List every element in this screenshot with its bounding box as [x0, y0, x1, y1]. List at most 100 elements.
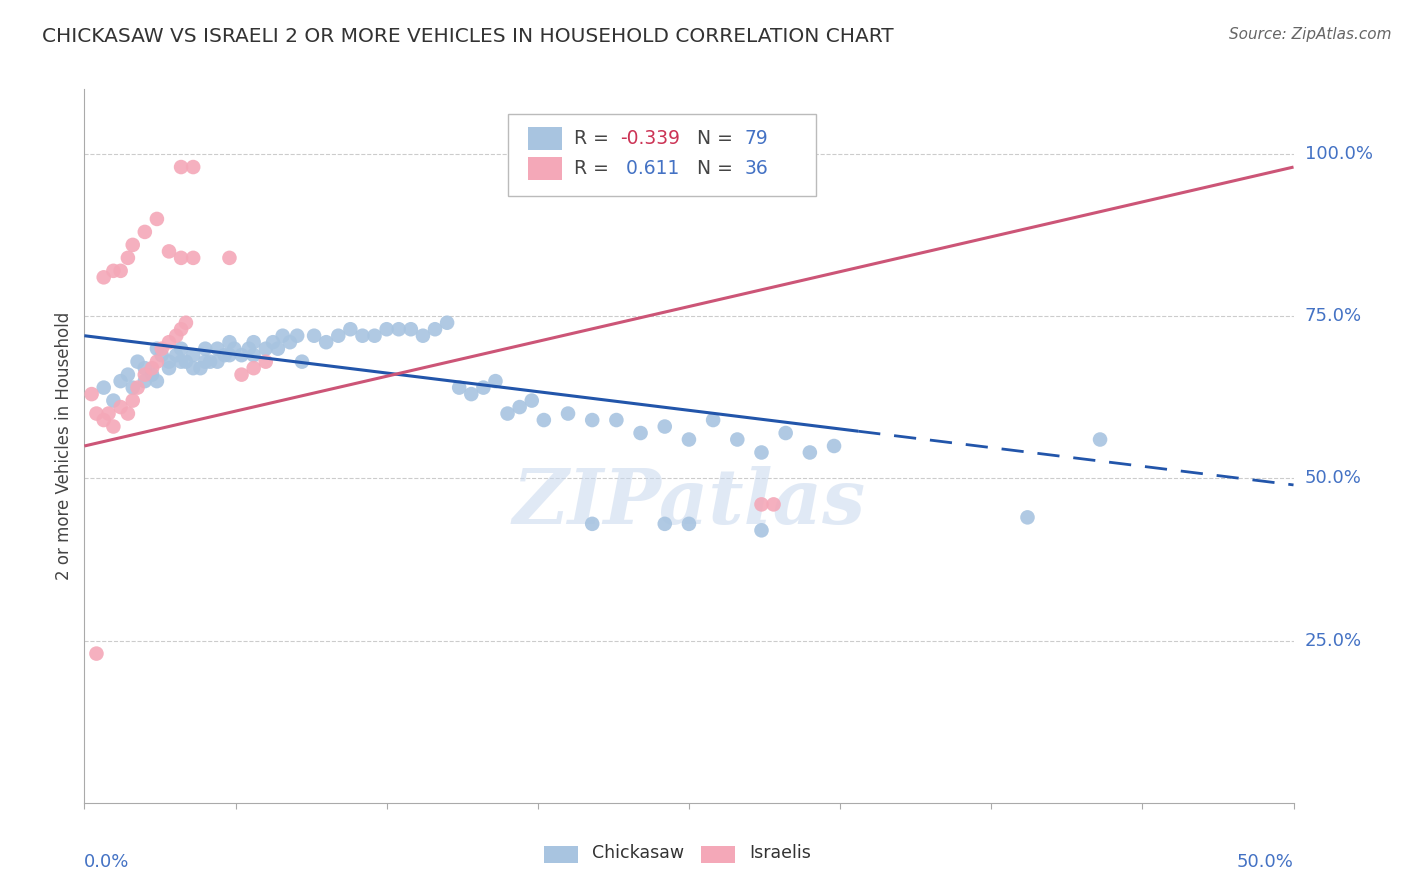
- Point: [799, 445, 821, 459]
- Bar: [529, 127, 562, 150]
- Point: [207, 354, 229, 368]
- Point: [278, 335, 301, 350]
- Point: [181, 348, 204, 362]
- Point: [170, 160, 193, 174]
- Point: [134, 225, 156, 239]
- Text: Israelis: Israelis: [749, 844, 811, 862]
- Point: [198, 354, 221, 368]
- Text: 0.611: 0.611: [620, 159, 679, 178]
- Point: [86, 647, 108, 661]
- Point: [262, 335, 284, 350]
- Point: [141, 361, 163, 376]
- Text: N =: N =: [697, 159, 740, 178]
- Point: [388, 322, 411, 336]
- Point: [224, 342, 246, 356]
- Text: 50.0%: 50.0%: [1305, 469, 1361, 487]
- Point: [509, 400, 531, 414]
- Point: [436, 316, 458, 330]
- Point: [472, 381, 495, 395]
- Point: [181, 160, 204, 174]
- Point: [165, 328, 187, 343]
- Point: [121, 381, 143, 395]
- Point: [363, 328, 385, 343]
- Point: [678, 433, 700, 447]
- Point: [315, 335, 337, 350]
- Point: [823, 439, 845, 453]
- Point: [121, 393, 143, 408]
- Point: [97, 407, 120, 421]
- Point: [375, 322, 398, 336]
- Point: [218, 335, 240, 350]
- Point: [181, 361, 204, 376]
- Point: [181, 251, 204, 265]
- Point: [121, 238, 143, 252]
- Point: [678, 516, 700, 531]
- Point: [134, 368, 156, 382]
- Point: [496, 407, 519, 421]
- Point: [80, 387, 103, 401]
- Point: [194, 354, 217, 368]
- Point: [190, 361, 212, 376]
- Point: [103, 419, 125, 434]
- Point: [775, 425, 797, 440]
- Point: [231, 368, 253, 382]
- Point: [449, 381, 471, 395]
- Point: [146, 374, 169, 388]
- Point: [170, 322, 193, 336]
- Point: [110, 400, 132, 414]
- Text: 25.0%: 25.0%: [1305, 632, 1362, 649]
- Point: [141, 368, 163, 382]
- Point: [751, 497, 773, 511]
- FancyBboxPatch shape: [508, 114, 815, 196]
- Point: [117, 368, 139, 382]
- Point: [86, 407, 108, 421]
- Point: [399, 322, 422, 336]
- Point: [134, 361, 156, 376]
- Point: [291, 354, 314, 368]
- Point: [484, 374, 506, 388]
- Point: [605, 413, 627, 427]
- Point: [214, 348, 236, 362]
- Text: 50.0%: 50.0%: [1237, 853, 1294, 871]
- Point: [242, 348, 264, 362]
- Point: [423, 322, 446, 336]
- Point: [207, 342, 229, 356]
- Point: [630, 425, 652, 440]
- Bar: [702, 846, 735, 863]
- Point: [352, 328, 374, 343]
- Point: [762, 497, 785, 511]
- Point: [1017, 510, 1039, 524]
- Point: [654, 419, 676, 434]
- Point: [157, 335, 180, 350]
- Point: [110, 264, 132, 278]
- Point: [170, 251, 193, 265]
- Point: [93, 413, 115, 427]
- Text: 75.0%: 75.0%: [1305, 307, 1362, 326]
- Point: [267, 342, 290, 356]
- Point: [174, 354, 197, 368]
- Text: ZIPatlas: ZIPatlas: [512, 467, 866, 540]
- Point: [238, 342, 260, 356]
- Point: [412, 328, 434, 343]
- Point: [254, 342, 277, 356]
- Y-axis label: 2 or more Vehicles in Household: 2 or more Vehicles in Household: [55, 312, 73, 580]
- Point: [174, 316, 197, 330]
- Text: 36: 36: [745, 159, 768, 178]
- Point: [146, 342, 169, 356]
- Point: [127, 354, 149, 368]
- Point: [751, 445, 773, 459]
- Point: [150, 342, 173, 356]
- Text: 100.0%: 100.0%: [1305, 145, 1372, 163]
- Point: [117, 251, 139, 265]
- Point: [157, 361, 180, 376]
- Point: [170, 354, 193, 368]
- Point: [1088, 433, 1111, 447]
- Point: [271, 328, 294, 343]
- Point: [146, 354, 169, 368]
- Point: [520, 393, 543, 408]
- Point: [103, 393, 125, 408]
- Point: [157, 354, 180, 368]
- Point: [751, 524, 773, 538]
- Point: [702, 413, 724, 427]
- Text: R =: R =: [574, 129, 614, 148]
